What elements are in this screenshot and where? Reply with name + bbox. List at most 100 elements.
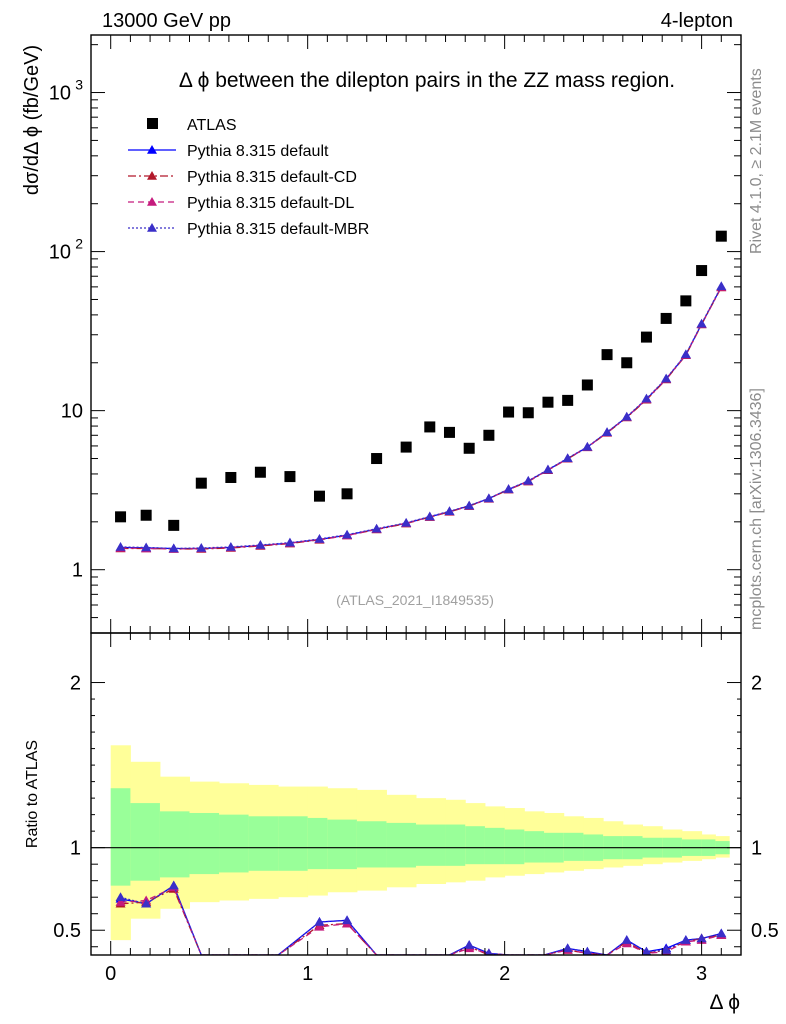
green-band-bin <box>356 821 387 868</box>
mc-point <box>621 411 632 421</box>
ratio-point <box>115 897 126 906</box>
green-band-bin <box>327 819 358 870</box>
x-tick-label: 1 <box>302 963 313 985</box>
green-band-bin <box>278 816 309 871</box>
legend-label: Pythia 8.315 default <box>187 143 329 160</box>
mc-point <box>503 484 514 493</box>
ratio-curve-dashed <box>120 886 722 955</box>
legend-marker <box>147 145 157 154</box>
atlas-data-points <box>115 230 727 531</box>
atlas-data-point <box>341 488 353 500</box>
atlas-data-point <box>463 442 475 454</box>
main-y-tick-exponent: 2 <box>75 236 83 252</box>
ratio-point <box>562 943 573 953</box>
ratio-series-layer <box>115 880 727 955</box>
analysis-watermark: (ATLAS_2021_I1849535) <box>336 592 494 608</box>
atlas-data-point <box>562 394 574 406</box>
uncertainty-bands <box>110 745 730 941</box>
main-y-tick-label: 1 <box>72 560 83 582</box>
ratio-point <box>464 940 475 949</box>
mc-point <box>716 281 727 291</box>
ratio-point <box>314 916 325 926</box>
legend-marker <box>147 223 157 232</box>
x-axis-label: Δ ϕ <box>710 991 740 1014</box>
mc-point <box>602 427 613 436</box>
mc-point <box>342 529 353 539</box>
green-band-bin <box>504 829 525 865</box>
mc-point <box>641 393 652 403</box>
ratio-y-tick-label-right: 0.5 <box>751 920 779 942</box>
atlas-data-point <box>140 509 152 521</box>
main-y-tick-label: 10 <box>49 83 71 105</box>
atlas-data-point <box>715 230 727 242</box>
ratio-point <box>621 935 632 944</box>
ratio-point <box>314 921 325 931</box>
mc-point <box>696 318 707 328</box>
mc-point <box>661 373 672 383</box>
atlas-data-point <box>371 453 383 465</box>
atlas-data-point <box>284 471 296 483</box>
header-process-label: 4-lepton <box>661 10 733 32</box>
green-band-bin <box>445 824 466 866</box>
mc-curve-solid <box>120 286 722 550</box>
mc-point <box>523 475 534 485</box>
green-band-bin <box>159 811 190 878</box>
mc-point <box>314 533 325 543</box>
mc-point <box>562 453 573 463</box>
main-series-layer <box>115 281 727 553</box>
atlas-data-point <box>225 471 237 483</box>
mc-point <box>483 493 494 503</box>
green-band-bin <box>219 814 250 873</box>
mc-point <box>168 543 179 553</box>
ratio-point <box>661 945 672 954</box>
mc-point <box>371 523 382 533</box>
atlas-data-point <box>542 396 554 408</box>
mc-curve-dotted <box>120 286 722 550</box>
atlas-data-point <box>313 490 325 502</box>
legend: ATLAS Pythia 8.315 default Pythia 8.315 de… <box>128 117 369 238</box>
ratio-point <box>716 928 727 938</box>
atlas-data-point <box>503 406 515 418</box>
green-band-bin <box>307 817 328 870</box>
green-band-bin <box>416 824 447 866</box>
main-y-axis-label: dσ/dΔ ϕ (fb/GeV) <box>21 45 43 195</box>
mc-curve-dashed <box>120 286 722 550</box>
x-tick-label: 3 <box>696 963 707 985</box>
legend-marker-atlas <box>147 118 158 129</box>
ratio-y-tick-label-left: 0.5 <box>53 920 81 942</box>
ratio-y-tick-label-left: 1 <box>70 838 81 860</box>
mc-point <box>680 349 691 359</box>
mcplots-credit-label: mcplots.cern.ch [arXiv:1306.3436] <box>748 388 765 630</box>
main-y-tick-label: 10 <box>61 401 83 423</box>
header-energy-label: 13000 GeV pp <box>102 10 231 32</box>
plot-title: Δ ϕ between the dilepton pairs in the ZZ… <box>179 69 675 92</box>
mc-point <box>582 441 593 451</box>
atlas-data-point <box>640 331 652 343</box>
green-band-bin <box>563 832 584 861</box>
mc-point <box>115 541 126 551</box>
atlas-data-point <box>660 312 672 324</box>
atlas-data-point <box>254 466 266 478</box>
atlas-data-point <box>443 426 455 438</box>
main-y-tick-label: 10 <box>49 242 71 264</box>
mc-point <box>225 541 236 551</box>
mc-point <box>401 517 412 527</box>
atlas-data-point <box>115 511 127 523</box>
green-band-bin <box>465 826 486 865</box>
atlas-data-point <box>522 407 534 419</box>
mc-point <box>444 506 455 516</box>
atlas-data-point <box>168 519 180 531</box>
ratio-point <box>582 946 593 955</box>
ratio-point <box>141 898 152 908</box>
mc-point <box>542 464 553 474</box>
atlas-data-point <box>400 441 412 453</box>
rivet-version-label: Rivet 4.1.0, ≥ 2.1M events <box>748 68 765 254</box>
legend-label: Pythia 8.315 default-MBR <box>187 221 369 238</box>
ratio-y-tick-label-right: 2 <box>751 673 762 695</box>
ratio-point <box>115 892 126 901</box>
ratio-point <box>680 935 691 944</box>
ratio-plot-area: 0.5 0.5 1 1 2 2 0 1 2 3 <box>53 632 779 985</box>
